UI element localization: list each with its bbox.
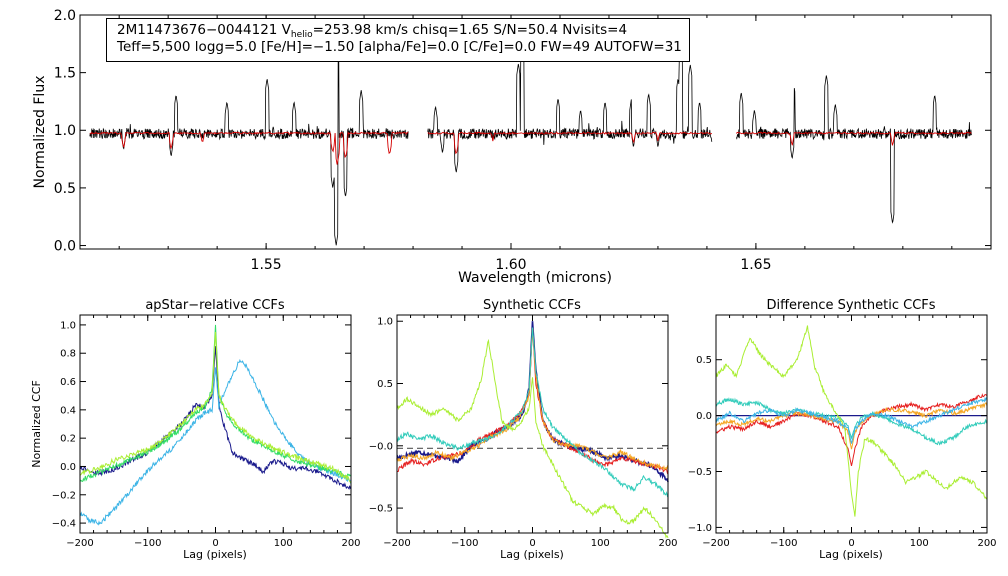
ccf3-y-tick-label: −0.5 — [688, 467, 712, 478]
ccf2-x-tick-label: −100 — [451, 538, 478, 549]
ccf2-ticks: −200 −100 0 100 200 −0.5 −0.0 0.5 1.0 — [369, 315, 678, 549]
ccf1-y-tick-label: −0.2 — [52, 490, 76, 501]
ccf1-x-tick-label: −100 — [134, 538, 161, 549]
annotation-line-1: 2M11473676−0044121 Vhelio=253.98 km/s ch… — [117, 22, 689, 40]
ccf3-series-2 — [715, 402, 988, 450]
ccf1-series-2 — [79, 358, 352, 526]
spectrum-model-chip-2 — [427, 131, 713, 155]
ccf3-y-tick-label: −1.0 — [688, 523, 712, 534]
ccf1-x-tick-label: 200 — [341, 538, 360, 549]
spectrum-y-tick-label: 2.0 — [54, 8, 76, 24]
ccf1-y-tick-label: 0.0 — [60, 462, 76, 473]
ccf1-y-tick-label: 0.2 — [60, 434, 76, 445]
spectrum-observed-chip-1 — [89, 44, 409, 246]
spectrum-x-axis-label: Wavelength (microns) — [458, 270, 612, 286]
ccf1-series-1 — [79, 346, 352, 490]
ccf2-x-tick-label: −200 — [383, 538, 410, 549]
spectrum-x-tick-label: 1.60 — [495, 257, 526, 273]
ccf1-x-tick-label: 100 — [274, 538, 293, 549]
ccf2-x-tick-label: 200 — [658, 538, 677, 549]
ccf1-y-tick-label: −0.4 — [52, 519, 76, 530]
spectrum-x-tick-label: 1.55 — [251, 257, 282, 273]
ccf2-y-tick-label: −0.0 — [369, 441, 393, 452]
ccf3-series-4 — [715, 325, 988, 517]
ccf2-title: Synthetic CCFs — [483, 298, 581, 313]
spectrum-y-axis-label: Normalized Flux — [32, 76, 48, 189]
ccf-panel-apstar: −200 −100 0 100 200 −0.4 −0.2 0.0 0.2 0.4 0.6 0.8 1.… — [30, 298, 361, 561]
ccf3-x-tick-label: 0 — [848, 538, 854, 549]
ccf3-series-5 — [715, 396, 988, 444]
ccf2-axes-frame — [396, 314, 669, 534]
ccf3-series-group — [715, 325, 988, 517]
ccf1-x-tick-label: −200 — [66, 538, 93, 549]
ccf3-series-3 — [715, 397, 988, 446]
ccf1-x-tick-label: 0 — [212, 538, 218, 549]
ccf2-x-tick-label: 0 — [529, 538, 535, 549]
ccf2-series-4 — [396, 327, 669, 498]
spectrum-axes-frame — [79, 14, 992, 250]
ccf1-y-tick-label: 1.0 — [60, 320, 76, 331]
ccf3-x-tick-label: −100 — [770, 538, 797, 549]
ccf3-x-tick-label: −200 — [702, 538, 729, 549]
ccf1-x-axis-label: Lag (pixels) — [183, 548, 247, 561]
ccf1-y-tick-label: 0.4 — [60, 405, 76, 416]
ccf2-x-axis-label: Lag (pixels) — [500, 548, 564, 561]
ccf1-y-tick-label: 0.6 — [60, 377, 76, 388]
ccf3-x-tick-label: 100 — [910, 538, 929, 549]
ccf1-ticks: −200 −100 0 100 200 −0.4 −0.2 0.0 0.2 0.4 0.6 0.8 1.… — [52, 315, 361, 549]
spectrum-y-tick-label: 1.5 — [54, 66, 76, 82]
ccf2-y-tick-label: −0.5 — [369, 504, 393, 515]
spectrum-x-tick-label: 1.65 — [740, 257, 771, 273]
spectrum-model-chip-1 — [89, 131, 409, 165]
ccf3-y-tick-label: 0.0 — [696, 411, 712, 422]
spectrum-y-tick-label: 0.5 — [54, 181, 76, 197]
ccf2-y-tick-label: 1.0 — [377, 317, 393, 328]
spectrum-model-chip-3 — [735, 131, 972, 146]
ccf1-title: apStar−relative CCFs — [145, 298, 285, 313]
ccf3-x-tick-label: 200 — [977, 538, 996, 549]
ccf-panel-synthetic: −200 −100 0 100 200 −0.5 −0.0 0.5 1.0 Synthetic … — [369, 298, 678, 561]
ccf3-y-tick-label: 0.5 — [696, 355, 712, 366]
spectrum-ticks: 1.55 1.60 1.65 0.0 0.5 1.0 1.5 2.0 — [54, 8, 991, 273]
ccf2-series-group — [396, 321, 669, 539]
ccf1-series-group — [79, 324, 352, 526]
ccf2-y-tick-label: 0.5 — [377, 379, 393, 390]
ccf1-series-4 — [79, 331, 352, 484]
spectrum-panel: 1.55 1.60 1.65 0.0 0.5 1.0 1.5 2.0 Wavelength (… — [32, 8, 992, 286]
ccf-panel-difference: −200 −100 0 100 200 −1.0 −0.5 0.0 0.5 Difference… — [688, 298, 997, 561]
spectrum-observed-chip-3 — [735, 75, 972, 224]
annotation-fit-stats: =253.98 km/s chisq=1.65 S/N=50.4 Nvisits… — [312, 22, 628, 38]
spectrum-y-tick-label: 1.0 — [54, 123, 76, 139]
ccf3-series-1 — [715, 393, 988, 467]
ccf3-axes-frame — [715, 314, 988, 534]
ccf2-series-5 — [396, 338, 669, 539]
spectrum-observed-chip-2 — [427, 34, 713, 173]
spectrum-y-tick-label: 0.0 — [54, 238, 76, 254]
ccf1-series-3 — [79, 324, 352, 482]
ccf2-x-tick-label: 100 — [591, 538, 610, 549]
ccf1-y-tick-label: 0.8 — [60, 349, 76, 360]
ccf3-ticks: −200 −100 0 100 200 −1.0 −0.5 0.0 0.5 — [688, 315, 997, 549]
annotation-line-2: Teff=5,500 logg=5.0 [Fe/H]=−1.50 [alpha/… — [117, 39, 682, 55]
ccf3-title: Difference Synthetic CCFs — [766, 298, 935, 313]
annotation-star-id: 2M11473676−0044121 V — [117, 22, 291, 38]
annotation-helio-subscript: helio — [290, 30, 313, 40]
ccf3-x-axis-label: Lag (pixels) — [819, 548, 883, 561]
spectrum-annotation-box: 2M11473676−0044121 Vhelio=253.98 km/s ch… — [106, 18, 690, 62]
spectrum-series-group — [89, 34, 972, 246]
ccf1-y-axis-label: Normalized CCF — [30, 380, 43, 468]
